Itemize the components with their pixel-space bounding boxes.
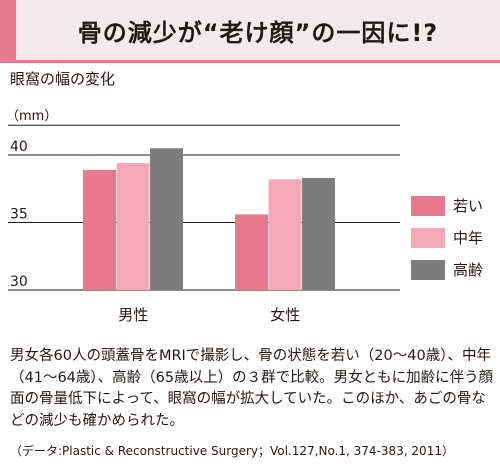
- legend-swatch-若い: [411, 196, 445, 216]
- banner-accent-bar: [0, 0, 16, 60]
- bar-女性-中年: [268, 179, 302, 290]
- chart-title: 眼窩の幅の変化: [10, 70, 115, 88]
- bar-男性-中年: [116, 163, 150, 290]
- x-tick-label-男性: 男性: [118, 306, 148, 324]
- y-axis-label: （mm）: [6, 109, 57, 124]
- bar-男性-若い: [83, 169, 116, 290]
- y-tick-label-40: 40: [10, 139, 28, 155]
- y-tick-label-30: 30: [10, 274, 28, 290]
- legend-label-若い: 若い: [453, 197, 483, 215]
- banner-underline: [0, 60, 500, 63]
- legend-swatch-高齢: [411, 260, 445, 280]
- legend-swatch-中年: [411, 228, 445, 248]
- bar-男性-高齢: [150, 148, 183, 290]
- bar-女性-高齢: [302, 177, 335, 290]
- y-tick-label-35: 35: [10, 207, 28, 223]
- page-title: 骨の減少が“老け顔”の一因に!?: [77, 18, 439, 47]
- title-banner: 骨の減少が“老け顔”の一因に!?: [0, 0, 500, 60]
- legend-label-中年: 中年: [453, 229, 483, 247]
- data-source: （データ:Plastic & Reconstructive Surgery；Vo…: [10, 444, 454, 458]
- legend-label-高齢: 高齢: [453, 261, 483, 279]
- bar-女性-若い: [235, 214, 268, 290]
- x-tick-label-女性: 女性: [270, 306, 300, 324]
- chart-caption: 男女各60人の頭蓋骨をMRIで撮影し、骨の状態を若い（20〜40歳）、中年（41…: [10, 348, 494, 429]
